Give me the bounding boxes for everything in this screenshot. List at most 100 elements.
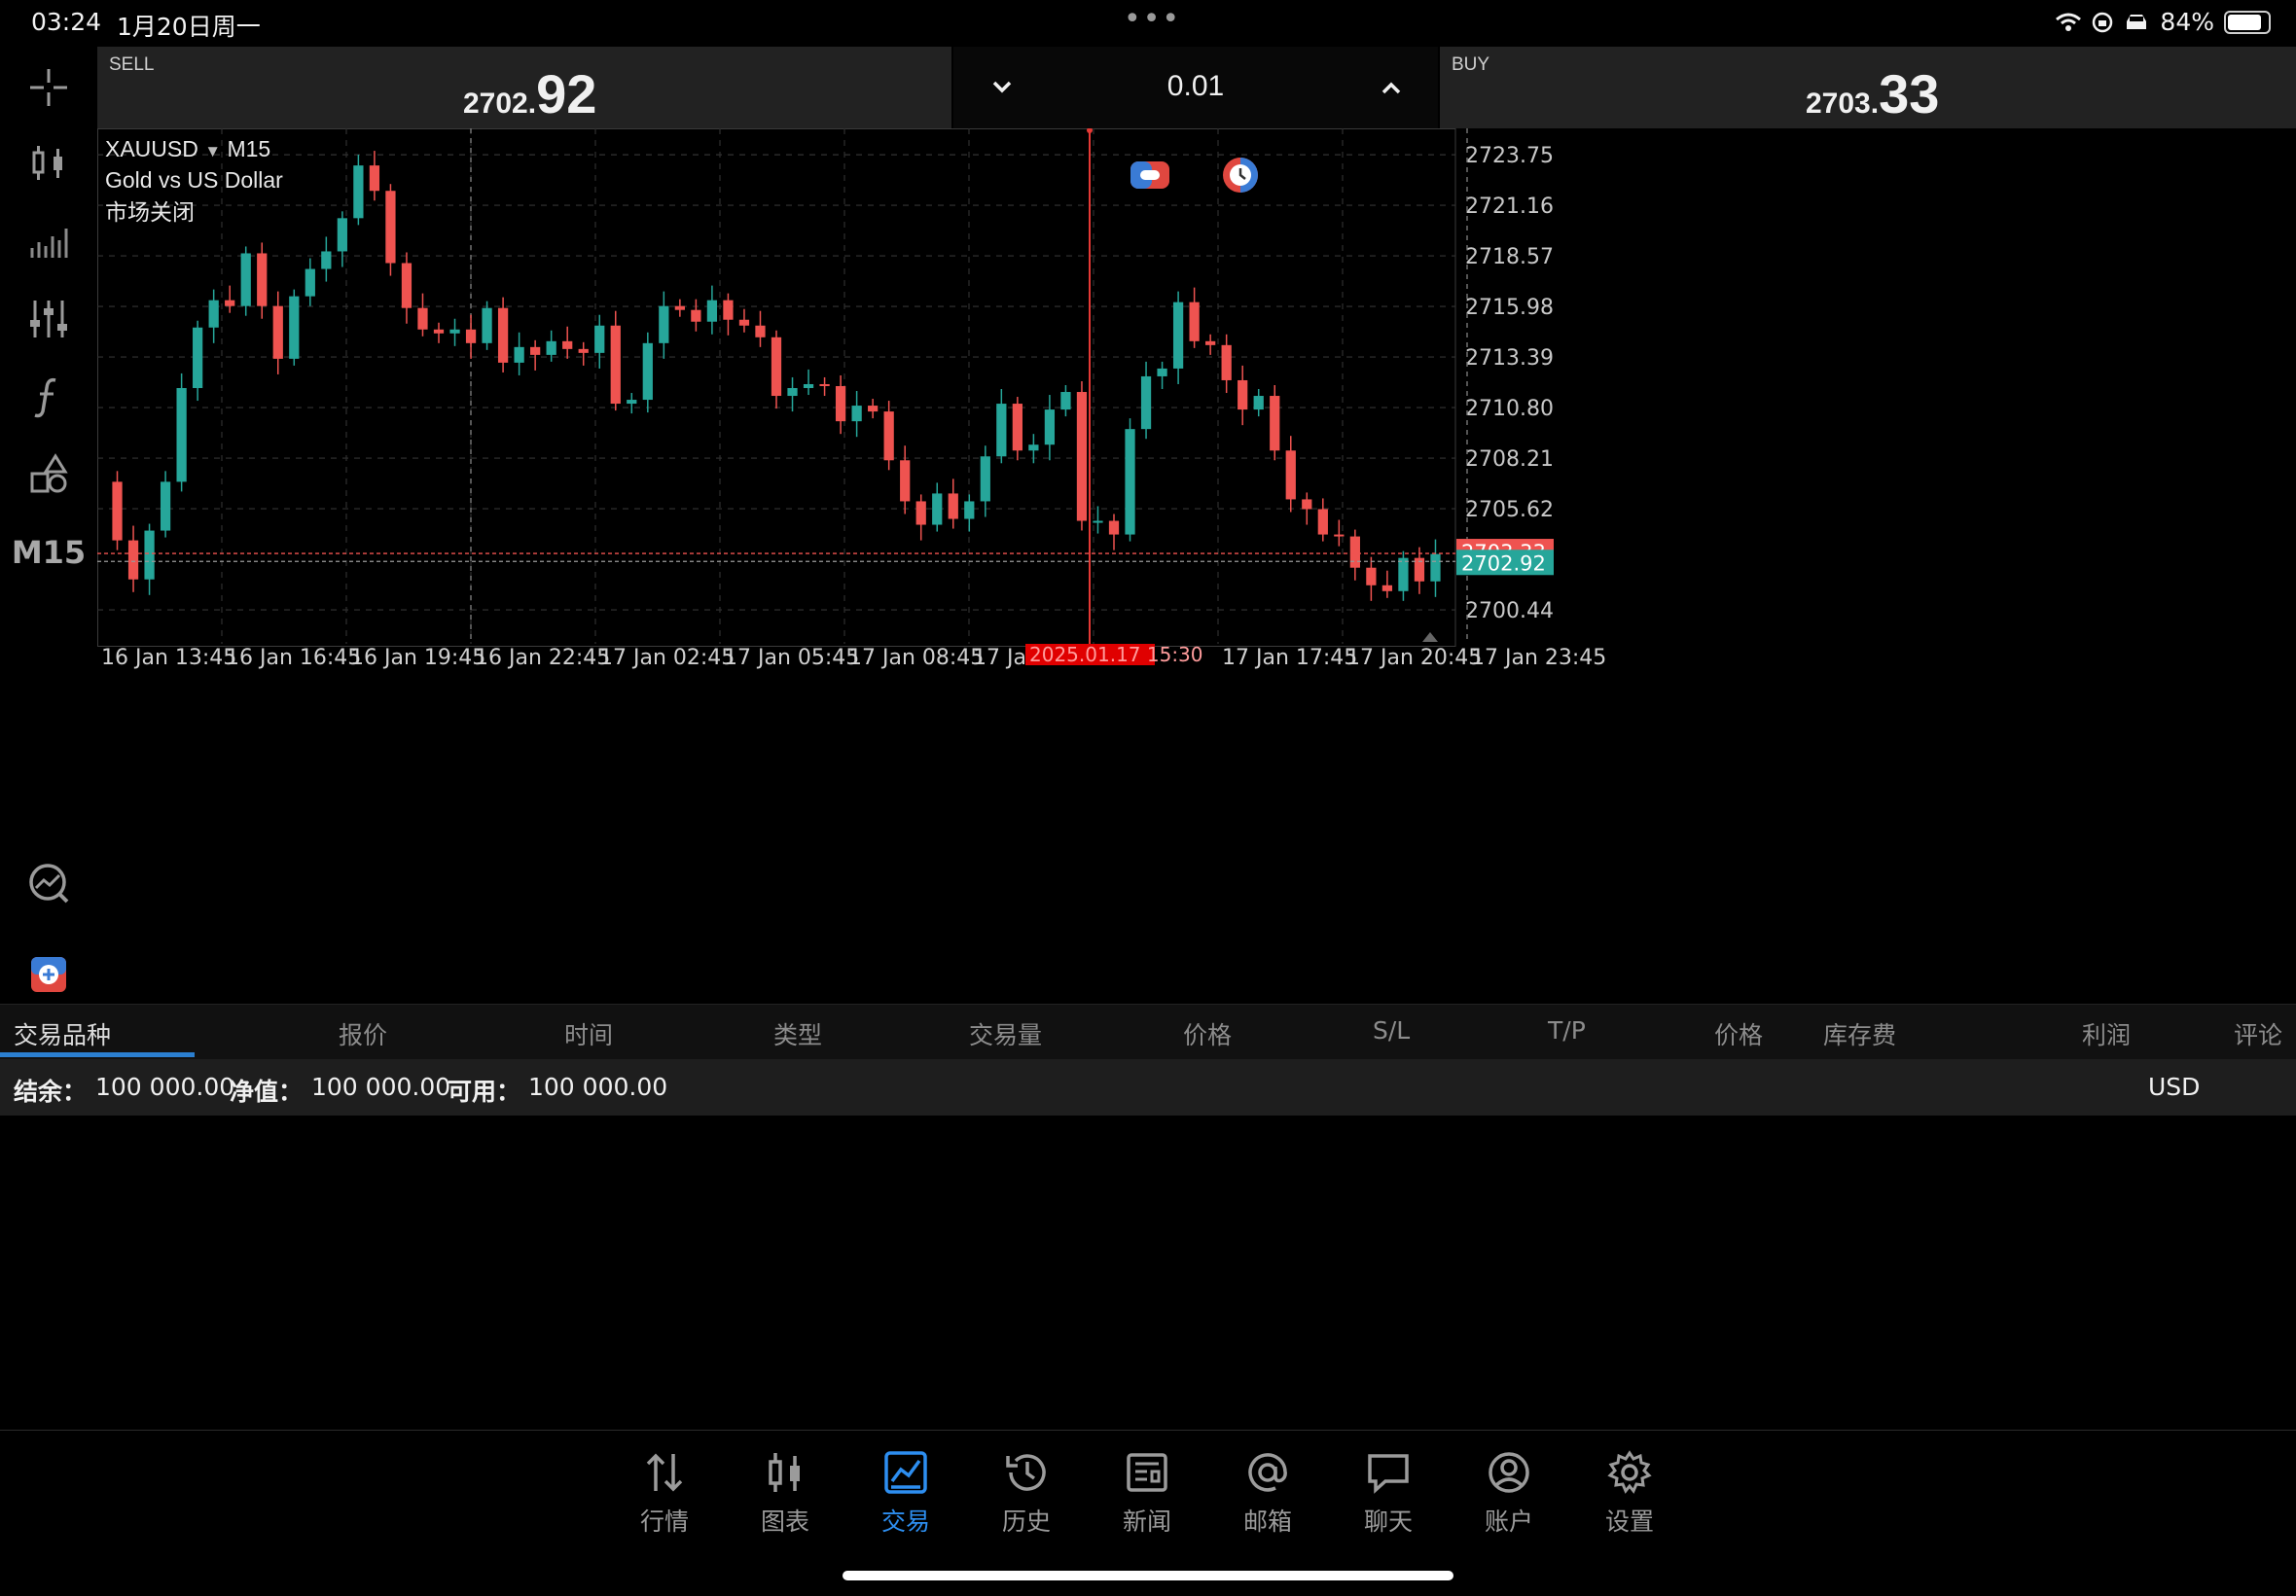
sell-label: SELL [109, 54, 155, 75]
candle-body [401, 263, 413, 308]
candle-body [996, 404, 1007, 457]
buy-price-big: 33 [1879, 63, 1940, 124]
balance-label: 结余： [14, 1078, 88, 1106]
candle-body [1302, 499, 1312, 510]
col-sl[interactable]: S/L [1373, 1016, 1411, 1045]
candle-body [868, 406, 879, 412]
crosshair-icon[interactable] [19, 58, 78, 117]
candle-body [465, 329, 477, 343]
trade-add-icon[interactable] [19, 945, 78, 1004]
indicator-sliders-icon[interactable] [19, 290, 78, 348]
candlestick-icon[interactable] [19, 134, 78, 193]
nav-settings[interactable]: 设置 [1576, 1448, 1683, 1538]
candle-body [835, 385, 846, 422]
wifi-icon [2056, 13, 2082, 31]
nav-news[interactable]: 新闻 [1094, 1448, 1201, 1538]
objects-icon[interactable] [19, 445, 78, 504]
nav-quotes[interactable]: 行情 [611, 1448, 718, 1538]
nav-trade[interactable]: 交易 [852, 1448, 959, 1538]
candle-body [514, 346, 524, 363]
y-tick-label: 2708.21 [1465, 447, 1554, 472]
candle-body [1430, 553, 1441, 582]
one-click-trading-icon[interactable] [1129, 158, 1171, 193]
col-volume[interactable]: 交易量 [969, 1021, 1043, 1049]
candle-body [546, 340, 556, 355]
balance-value: 100 000.00 [95, 1073, 235, 1101]
sell-button[interactable]: SELL 2702.92 [97, 47, 951, 128]
y-tick-label: 2713.39 [1465, 346, 1554, 371]
chart-timeframe: M15 [227, 136, 271, 161]
sell-price-big: 92 [536, 63, 597, 124]
col-swap[interactable]: 库存费 [1823, 1021, 1897, 1049]
nav-account[interactable]: 账户 [1455, 1448, 1562, 1538]
candle-body [208, 300, 219, 328]
x-tick-label: 17 Jan 02:45 [599, 646, 735, 670]
candle-body [594, 325, 605, 353]
mail-icon [1248, 1453, 1287, 1492]
candle-body [755, 325, 766, 337]
col-type[interactable]: 类型 [773, 1021, 823, 1049]
col-price-current[interactable]: 价格 [1714, 1021, 1764, 1049]
candle-body [240, 253, 251, 306]
candle-body [176, 388, 187, 482]
col-price[interactable]: 价格 [1183, 1021, 1233, 1049]
symbol-dropdown-icon[interactable]: ▼ [204, 142, 222, 160]
candle-body [1398, 557, 1409, 591]
candle-body [1028, 444, 1039, 451]
candle-body [449, 329, 460, 334]
settings-icon [1607, 1450, 1652, 1494]
bottom-nav: 行情 图表 交易 历史 新闻 邮箱 聊天 账户 设置 [0, 1430, 2296, 1596]
candle-body [562, 340, 573, 349]
x-tick-label: 17 Jan 20:45 [1346, 646, 1482, 670]
col-tp[interactable]: T/P [1548, 1016, 1586, 1045]
col-symbol[interactable]: 交易品种 [14, 1021, 112, 1049]
chart-search-icon[interactable] [19, 854, 78, 912]
status-date: 1月20日周一 [117, 13, 261, 41]
home-indicator[interactable] [843, 1571, 1453, 1580]
chevron-down-icon[interactable] [983, 68, 1022, 107]
candle-body [706, 300, 718, 322]
market-status: 市场关闭 [105, 199, 195, 225]
lock-rotation-icon [2093, 12, 2113, 32]
x-tick-label: 17 Jan 17:45 [1222, 646, 1357, 670]
candle-body [225, 300, 235, 306]
chart-canvas[interactable]: 2723.75 2721.16 2718.57 2715.98 2713.39 2710.… [97, 128, 2296, 1004]
nav-mail[interactable]: 邮箱 [1214, 1448, 1321, 1538]
col-quote[interactable]: 报价 [339, 1021, 388, 1049]
lot-value[interactable]: 0.01 [1166, 70, 1225, 102]
candle-body [482, 307, 492, 343]
battery-percent: 84% [2160, 8, 2214, 36]
nav-chat[interactable]: 聊天 [1335, 1448, 1442, 1538]
account-summary: 结余： 100 000.00 净值： 100 000.00 可用： 100 00… [0, 1059, 2296, 1116]
quotes-icon [646, 1453, 683, 1492]
sell-price: 2702.92 [463, 62, 596, 125]
multitask-dots-icon[interactable]: ••• [1124, 2, 1182, 36]
x-tick-label: 16 Jan 16:45 [226, 646, 361, 670]
candle-body [900, 460, 911, 502]
col-profit[interactable]: 利润 [2082, 1021, 2132, 1049]
buy-price: 2703.33 [1806, 62, 1939, 125]
trade-signal-clock-icon[interactable] [1219, 156, 1262, 195]
buy-price-small: 2703. [1806, 88, 1880, 120]
nav-chart[interactable]: 图表 [732, 1448, 839, 1538]
bars-icon[interactable] [19, 212, 78, 270]
candle-body [1172, 301, 1184, 369]
symbol-line[interactable]: XAUUSD ▼ M15 [105, 136, 270, 162]
candle-body [1189, 301, 1200, 341]
candle-body [385, 191, 396, 264]
x-tick-label: 17 Jan 23:45 [1471, 646, 1606, 670]
buy-button[interactable]: BUY 2703.33 [1440, 47, 2296, 128]
col-comment[interactable]: 评论 [2234, 1021, 2283, 1049]
y-tick-label: 2715.98 [1465, 296, 1554, 320]
candle-body [1253, 396, 1264, 410]
timeframe-button[interactable]: M15 [10, 523, 88, 582]
candle-body [610, 325, 621, 405]
nav-history[interactable]: 历史 [973, 1448, 1080, 1538]
candle-body [1317, 509, 1328, 535]
col-time[interactable]: 时间 [564, 1021, 614, 1049]
price-chart[interactable]: 2723.75 2721.16 2718.57 2715.98 2713.39 2710.… [97, 128, 2296, 1004]
nav-news-label: 新闻 [1122, 1507, 1171, 1536]
chevron-up-icon[interactable] [1372, 68, 1411, 107]
function-icon[interactable] [19, 368, 78, 426]
candle-body [980, 456, 990, 502]
